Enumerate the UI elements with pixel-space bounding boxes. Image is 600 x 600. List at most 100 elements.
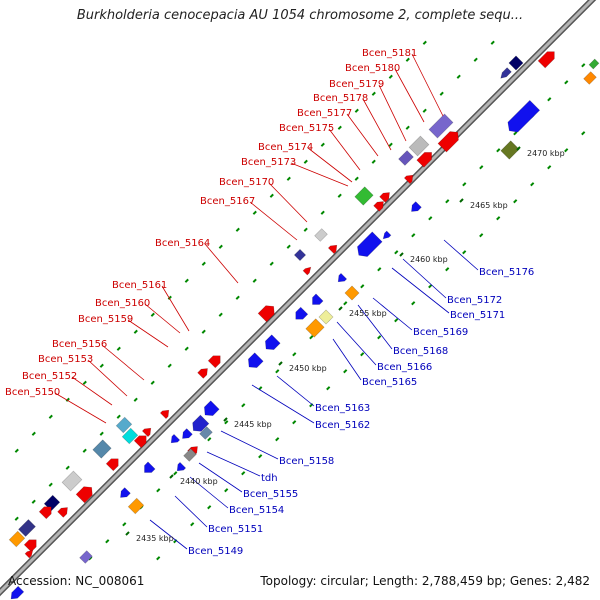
tick-mark: [201, 261, 206, 266]
gene-feature: [428, 113, 454, 139]
tick-mark: [377, 335, 382, 340]
tick-mark: [167, 295, 172, 300]
kbp-scale-label: 2470 kbp: [527, 149, 565, 158]
gene-label-forward: Bcen_5152: [22, 371, 77, 382]
leader-line: [87, 359, 128, 397]
leader-line: [161, 285, 190, 332]
tick-mark: [252, 278, 257, 283]
tick-mark: [14, 516, 19, 521]
gene-feature: [133, 435, 147, 449]
gene-feature: [537, 51, 555, 69]
leader-line: [394, 68, 425, 123]
gene-feature: [24, 549, 34, 559]
tick-mark: [303, 159, 308, 164]
leader-line: [332, 338, 362, 381]
leader-line: [357, 304, 393, 350]
kbp-scale-label: 2465 kbp: [470, 201, 508, 210]
gene-feature: [92, 439, 112, 459]
kbp-scale-label: 2435 kbp: [136, 534, 174, 543]
gene-feature: [10, 585, 25, 600]
leader-line: [204, 243, 239, 284]
tick-mark: [286, 244, 291, 249]
tick-mark: [156, 488, 161, 493]
gene-feature: [8, 530, 26, 548]
tick-mark: [496, 148, 501, 153]
kbp-scale-label: 2450 kbp: [289, 364, 327, 373]
tick-mark: [48, 482, 53, 487]
leader-line: [290, 162, 349, 187]
gene-feature: [508, 55, 524, 71]
gene-feature: [327, 244, 338, 255]
gene-feature: [141, 427, 152, 438]
leader-line: [328, 128, 361, 171]
tick-mark: [116, 414, 121, 419]
tick-mark: [224, 488, 229, 493]
tick-mark: [547, 165, 552, 170]
tick-mark: [354, 108, 359, 113]
gene-feature: [357, 231, 383, 257]
tick-mark: [343, 301, 348, 306]
kbp-tick: [223, 417, 228, 422]
gene-label-reverse: Bcen_5168: [393, 346, 448, 357]
gene-feature: [354, 186, 374, 206]
tick-mark: [394, 250, 399, 255]
gene-label-reverse: Bcen_5171: [450, 310, 505, 321]
tick-mark: [456, 74, 461, 79]
gene-feature: [204, 400, 220, 416]
tick-mark: [224, 420, 229, 425]
leader-line: [144, 303, 181, 334]
tick-mark: [65, 465, 70, 470]
gene-feature: [207, 355, 221, 369]
leader-line: [391, 267, 450, 314]
tick-mark: [48, 414, 53, 419]
gene-label-forward: Bcen_5170: [219, 177, 274, 188]
gene-feature: [318, 309, 334, 325]
label-leaders: [54, 53, 479, 550]
leader-line: [206, 451, 261, 477]
tick-mark: [292, 420, 297, 425]
tick-mark: [150, 380, 155, 385]
tick-mark: [31, 499, 36, 504]
gene-feature: [337, 272, 348, 283]
tick-mark: [513, 131, 518, 136]
tick-mark: [377, 267, 382, 272]
gene-label-forward: Bcen_5181: [362, 48, 417, 59]
tick-mark: [343, 369, 348, 374]
tick-mark: [31, 431, 36, 436]
tick-mark: [286, 176, 291, 181]
gene-feature: [170, 433, 181, 444]
gene-feature: [183, 448, 197, 462]
gene-feature: [23, 539, 37, 553]
tick-mark: [269, 261, 274, 266]
leader-line: [127, 319, 169, 348]
kbp-tick: [399, 252, 404, 257]
tick-mark: [422, 40, 427, 45]
tick-mark: [241, 471, 246, 476]
gene-label-reverse: Bcen_5151: [208, 524, 263, 535]
leader-line: [249, 201, 298, 241]
tick-mark: [394, 318, 399, 323]
tick-mark: [14, 448, 19, 453]
gene-feature: [295, 306, 309, 320]
accession-text: Accession: NC_008061: [8, 574, 145, 588]
tick-mark: [184, 346, 189, 351]
tick-mark: [122, 522, 127, 527]
gene-feature: [408, 135, 430, 157]
gene-label-forward: Bcen_5167: [200, 196, 255, 207]
tick-mark: [411, 233, 416, 238]
tick-mark: [105, 539, 110, 544]
gene-feature: [197, 368, 208, 379]
leader-line: [101, 344, 145, 381]
tick-mark: [99, 363, 104, 368]
kbp-tick: [169, 474, 174, 479]
gene-label-forward: Bcen_5164: [155, 238, 210, 249]
tick-mark: [371, 159, 376, 164]
gene-feature: [127, 497, 145, 515]
leader-line: [372, 297, 413, 331]
tick-mark: [422, 108, 427, 113]
gene-feature: [144, 461, 156, 473]
gene-label-reverse: Bcen_5162: [315, 420, 370, 431]
tick-mark: [116, 346, 121, 351]
tick-mark: [462, 250, 467, 255]
leader-line: [402, 258, 447, 299]
